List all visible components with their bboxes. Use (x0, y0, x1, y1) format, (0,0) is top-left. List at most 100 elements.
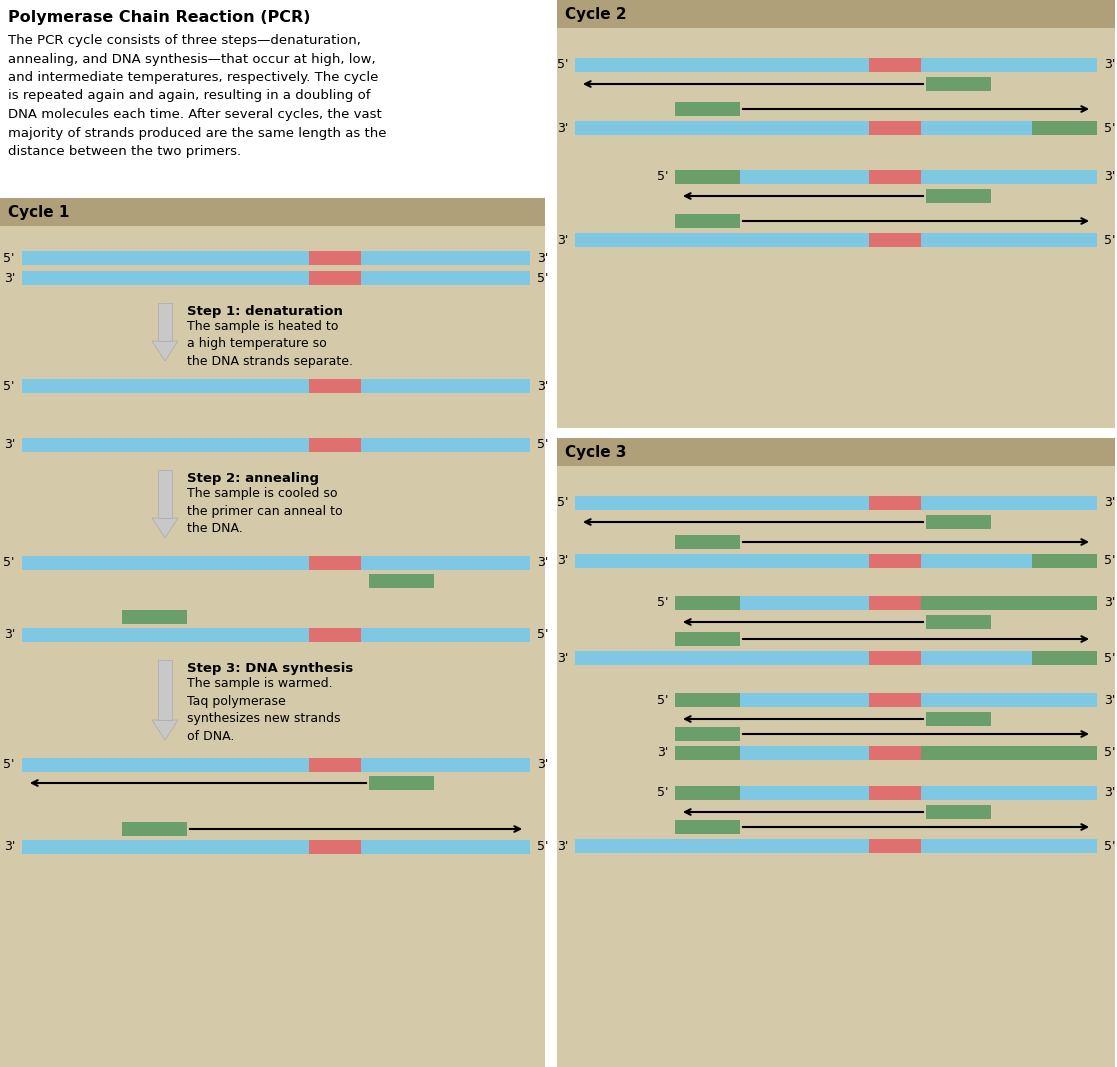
Bar (309, 628, 361, 642)
Bar (675, 727, 739, 740)
Text: The sample is cooled so
the primer can anneal to
the DNA.: The sample is cooled so the primer can a… (187, 487, 343, 535)
Text: 5': 5' (1104, 122, 1116, 134)
Bar (22, 556, 529, 570)
Text: 3': 3' (537, 759, 548, 771)
Bar (309, 271, 361, 285)
Polygon shape (152, 341, 178, 361)
Bar (22, 251, 529, 265)
Text: 3': 3' (1104, 496, 1116, 510)
Bar (369, 776, 435, 790)
Bar (22, 437, 529, 452)
Bar (675, 632, 739, 646)
Text: 5': 5' (1104, 652, 1116, 665)
Bar (926, 615, 991, 630)
Text: 5': 5' (537, 271, 548, 285)
Text: 5': 5' (1104, 555, 1116, 568)
Text: 5': 5' (1104, 234, 1116, 246)
Bar (309, 556, 361, 570)
Text: 3': 3' (1104, 786, 1116, 799)
Bar (869, 58, 922, 71)
Text: 5': 5' (556, 59, 569, 71)
Bar (869, 554, 922, 568)
Bar (575, 121, 1032, 136)
Bar (545, 0, 557, 1067)
Bar (557, 0, 1115, 428)
Bar (575, 554, 1032, 568)
Bar (869, 692, 922, 707)
Text: 3': 3' (556, 652, 569, 665)
Text: 5': 5' (3, 759, 15, 771)
Text: Cycle 2: Cycle 2 (565, 6, 627, 21)
Bar (22, 271, 529, 285)
Bar (575, 839, 1097, 853)
Text: 3': 3' (3, 439, 15, 451)
Text: 3': 3' (3, 841, 15, 854)
Bar (157, 469, 172, 517)
Bar (926, 805, 991, 819)
Text: 3': 3' (1104, 171, 1116, 184)
Bar (869, 596, 922, 610)
Text: Polymerase Chain Reaction (PCR): Polymerase Chain Reaction (PCR) (8, 10, 311, 25)
Bar (557, 0, 1115, 28)
Text: 3': 3' (1104, 694, 1116, 706)
Bar (922, 746, 1097, 760)
Bar (309, 379, 361, 393)
Text: Cycle 3: Cycle 3 (565, 445, 627, 460)
Text: Step 3: DNA synthesis: Step 3: DNA synthesis (187, 662, 353, 675)
Text: 3': 3' (537, 252, 548, 265)
Text: 3': 3' (1104, 596, 1116, 609)
Bar (739, 786, 869, 800)
Text: 5': 5' (657, 171, 668, 184)
Text: 3': 3' (556, 234, 569, 246)
Polygon shape (152, 517, 178, 538)
Bar (1032, 121, 1097, 136)
Text: Step 2: annealing: Step 2: annealing (187, 472, 319, 485)
Bar (309, 758, 361, 773)
Bar (157, 303, 172, 341)
Bar (22, 628, 529, 642)
Text: 3': 3' (537, 380, 548, 393)
Bar (0, 198, 545, 226)
Bar (869, 786, 922, 800)
Text: 5': 5' (537, 628, 548, 641)
Text: 3': 3' (556, 555, 569, 568)
Bar (675, 596, 739, 610)
Text: 3': 3' (537, 557, 548, 570)
Bar (575, 233, 1097, 246)
Text: 3': 3' (3, 271, 15, 285)
Bar (575, 496, 1097, 510)
Text: 5': 5' (1104, 747, 1116, 760)
Bar (922, 596, 1097, 610)
Bar (157, 660, 172, 720)
Bar (22, 758, 529, 773)
Text: Step 1: denaturation: Step 1: denaturation (187, 305, 343, 318)
Bar (575, 58, 1097, 71)
Polygon shape (152, 720, 178, 740)
Bar (926, 77, 991, 91)
Bar (739, 692, 869, 707)
Text: 5': 5' (3, 252, 15, 265)
Bar (869, 839, 922, 853)
Text: 3': 3' (1104, 59, 1116, 71)
Bar (675, 170, 739, 184)
Bar (869, 121, 922, 136)
Text: 5': 5' (537, 841, 548, 854)
Bar (869, 233, 922, 246)
Bar (869, 651, 922, 665)
Text: The sample is heated to
a high temperature so
the DNA strands separate.: The sample is heated to a high temperatu… (187, 320, 353, 368)
Text: 3': 3' (3, 628, 15, 641)
Bar (369, 574, 435, 588)
Bar (309, 840, 361, 854)
Bar (157, 469, 172, 517)
Bar (122, 610, 187, 624)
Bar (22, 379, 529, 393)
Bar (1032, 554, 1097, 568)
Text: 5': 5' (657, 596, 668, 609)
Bar (926, 515, 991, 529)
Bar (926, 189, 991, 203)
Bar (575, 651, 1032, 665)
Text: The sample is warmed.
Taq polymerase
synthesizes new strands
of DNA.: The sample is warmed. Taq polymerase syn… (187, 676, 341, 743)
Bar (557, 428, 1115, 437)
Text: 3': 3' (556, 840, 569, 853)
Bar (0, 198, 545, 1067)
